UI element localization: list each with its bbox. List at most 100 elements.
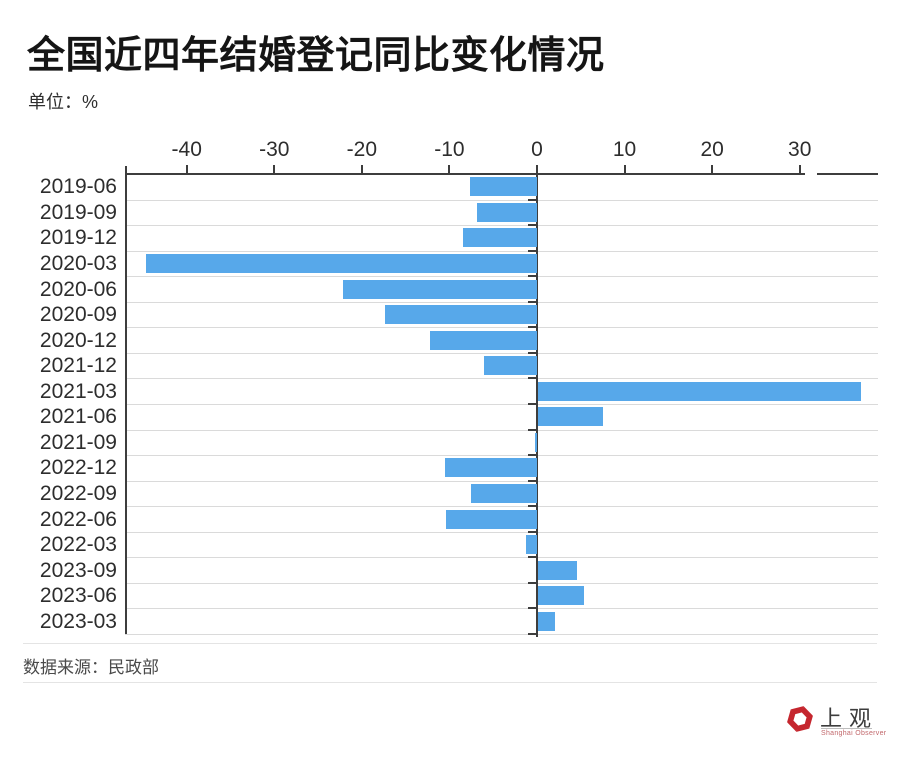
bar	[538, 611, 555, 631]
x-tick-label: 30	[788, 138, 812, 161]
grid-line	[125, 199, 878, 201]
category-label: 2023-03	[39, 609, 117, 633]
x-tick-label: -20	[346, 138, 378, 161]
x-axis-tick	[448, 165, 451, 173]
bar	[538, 381, 862, 401]
grid-line	[125, 634, 878, 635]
x-tick-label: -40	[171, 138, 202, 161]
category-label: 2021-03	[39, 379, 117, 403]
category-label: 2022-09	[39, 481, 117, 505]
bar	[535, 432, 537, 452]
bar	[469, 177, 537, 197]
grid-line	[125, 276, 878, 278]
data-source-label: 数据来源：民政部	[23, 658, 159, 677]
x-axis-tick	[711, 165, 714, 173]
grid-line	[125, 327, 878, 329]
x-axis-tick	[273, 165, 276, 173]
grid-line	[125, 531, 878, 533]
grid-line	[125, 404, 878, 405]
logo-cn-text: 上观	[820, 706, 879, 731]
bar	[445, 458, 537, 478]
category-label: 2020-06	[39, 277, 117, 301]
grid-line	[125, 557, 878, 559]
y-axis-tick	[528, 633, 536, 635]
x-axis-tick	[536, 165, 538, 173]
x-axis-tick	[623, 165, 626, 173]
bar	[342, 279, 537, 299]
pinwheel-icon	[787, 706, 813, 732]
y-axis-tick	[528, 198, 536, 201]
y-axis-tick	[528, 300, 536, 303]
grid-line	[125, 608, 878, 610]
category-label: 2019-09	[39, 200, 117, 224]
divider-line	[23, 643, 877, 644]
category-label: 2021-09	[39, 430, 117, 454]
bar	[462, 228, 537, 248]
y-axis-tick	[528, 428, 536, 431]
x-tick-label: -10	[434, 138, 465, 161]
bar	[526, 535, 537, 555]
category-label: 2020-12	[39, 328, 117, 352]
bar	[445, 509, 537, 529]
y-axis-tick	[528, 377, 536, 380]
category-label: 2020-03	[39, 251, 117, 275]
y-axis-tick	[528, 275, 536, 278]
y-axis-tick	[528, 454, 536, 457]
grid-line	[125, 582, 878, 584]
category-label: 2020-09	[39, 303, 117, 327]
bar	[483, 356, 537, 376]
category-label: 2021-06	[39, 405, 117, 429]
grid-line	[125, 429, 878, 431]
x-tick-label: 10	[612, 138, 637, 161]
y-axis-tick	[528, 556, 536, 559]
x-axis-line	[817, 173, 878, 175]
bar	[476, 202, 537, 222]
grid-line	[125, 455, 878, 457]
y-axis-tick	[528, 479, 536, 482]
plot-left-border	[125, 166, 127, 634]
grid-line	[125, 378, 878, 380]
grid-line	[125, 225, 878, 227]
x-tick-label: 0	[531, 138, 543, 161]
category-label: 2022-06	[39, 507, 117, 531]
y-axis-tick	[528, 224, 536, 227]
shanghai-observer-logo: 上观 Shanghai Observer	[786, 700, 886, 742]
grid-line	[125, 480, 878, 482]
category-label: 2023-06	[39, 584, 117, 608]
bar	[384, 305, 537, 325]
bar	[538, 586, 585, 606]
grid-line	[125, 506, 878, 508]
x-axis-tick	[360, 165, 363, 173]
x-tick-label: -30	[259, 138, 290, 161]
y-axis-tick	[528, 326, 536, 329]
category-label: 2019-12	[39, 226, 117, 250]
x-axis-line	[125, 173, 805, 175]
bar	[471, 483, 537, 503]
logo-en-text: Shanghai Observer	[821, 730, 887, 737]
divider-line	[23, 682, 877, 683]
category-label: 2021-12	[39, 354, 117, 378]
zero-axis-line	[536, 173, 538, 637]
unit-label: 单位：%	[28, 92, 99, 112]
category-label: 2019-06	[39, 175, 117, 199]
y-axis-tick	[528, 351, 536, 354]
y-axis-tick	[528, 581, 536, 584]
y-axis-tick	[528, 249, 536, 252]
bar	[145, 253, 537, 273]
grid-line	[125, 301, 878, 303]
x-axis-tick	[798, 165, 801, 173]
grid-line	[125, 250, 878, 252]
grid-line	[125, 352, 878, 354]
y-axis-tick	[528, 403, 536, 405]
y-axis-tick	[528, 530, 536, 533]
category-label: 2023-09	[39, 558, 117, 582]
category-label: 2022-12	[39, 456, 117, 480]
page-title: 全国近四年结婚登记同比变化情况	[27, 35, 605, 77]
y-axis-tick	[528, 505, 536, 508]
bar	[430, 330, 537, 350]
bar	[538, 560, 578, 580]
x-axis-tick	[185, 165, 188, 173]
y-axis-tick	[528, 607, 536, 610]
x-tick-label: 20	[700, 138, 724, 161]
